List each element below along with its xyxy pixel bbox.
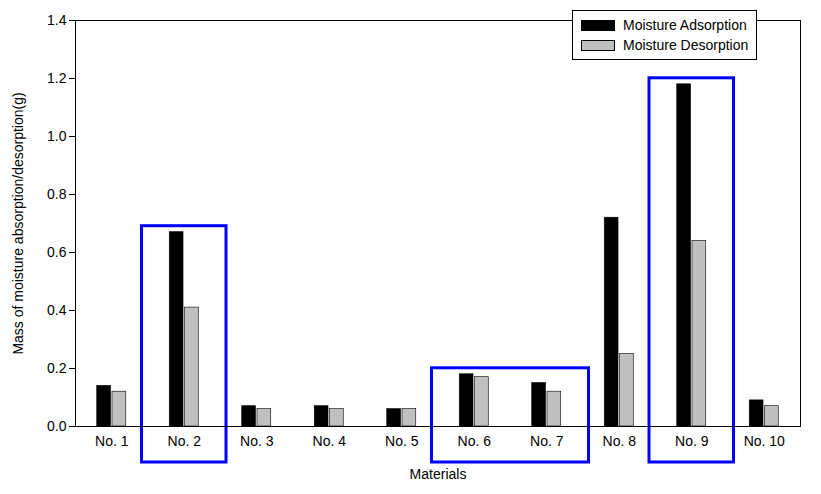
svg-text:No. 1: No. 1 [95,433,129,449]
svg-text:1.2: 1.2 [47,70,67,86]
svg-text:0.8: 0.8 [47,186,67,202]
svg-text:No. 6: No. 6 [458,433,492,449]
svg-text:0.6: 0.6 [47,244,67,260]
svg-text:No. 8: No. 8 [603,433,637,449]
html-text:Moisture Desorption: Moisture Desorption [623,37,749,53]
svg-text:No. 7: No. 7 [530,433,564,449]
svg-text:0.0: 0.0 [47,418,67,434]
svg-text:No. 2: No. 2 [168,433,202,449]
svg-text:No. 3: No. 3 [240,433,274,449]
svg-text:1.4: 1.4 [47,12,67,28]
svg-text:No. 9: No. 9 [675,433,709,449]
svg-text:Materials: Materials [410,466,467,482]
svg-text:No. 5: No. 5 [385,433,419,449]
svg-text:0.4: 0.4 [47,302,67,318]
svg-text:No. 4: No. 4 [313,433,347,449]
html-text:Moisture Adsorption: Moisture Adsorption [623,17,747,33]
svg-text:Mass of moisture absorption/de: Mass of moisture absorption/desorption(g… [10,92,26,354]
svg-text:1.0: 1.0 [47,128,67,144]
svg-text:No. 10: No. 10 [744,433,785,449]
svg-text:0.2: 0.2 [47,360,67,376]
